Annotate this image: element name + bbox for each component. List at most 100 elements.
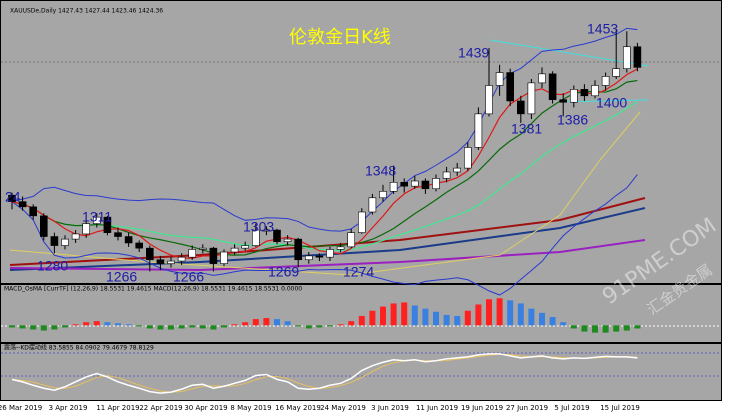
- x-tick-label: 16 May 2019: [275, 404, 321, 412]
- macd-bar: [62, 325, 68, 328]
- macd-bar: [369, 310, 376, 326]
- candle-body: [633, 46, 642, 68]
- macd-bar: [496, 298, 503, 326]
- macd-bar: [221, 325, 227, 328]
- candle-body: [93, 216, 101, 224]
- x-tick-label: 11 Apr 2019: [96, 404, 139, 412]
- candle-body: [29, 206, 38, 217]
- candle-body: [336, 246, 345, 250]
- macd-bar: [168, 325, 174, 330]
- kd-panel: [0, 343, 722, 401]
- candle-body: [241, 245, 249, 249]
- macd-bar: [549, 317, 556, 326]
- annotation: 1381: [511, 121, 542, 137]
- candle-body: [442, 171, 451, 179]
- candle-body: [463, 147, 472, 169]
- candle-body: [580, 89, 589, 97]
- macd-bar: [454, 315, 461, 326]
- x-tick-label: 19 Jun 2019: [461, 404, 503, 412]
- candle-body: [622, 46, 631, 69]
- indicator-line: [11, 27, 638, 232]
- candle-body: [357, 211, 366, 233]
- candle-body: [103, 216, 112, 233]
- annotation: 24: [5, 189, 21, 205]
- annotation: 1400: [596, 95, 627, 111]
- macd-bar: [9, 325, 15, 328]
- candle-body: [273, 229, 281, 242]
- candle-body: [262, 229, 271, 232]
- macd-bar: [316, 325, 323, 328]
- candle-body: [252, 229, 260, 246]
- macd-bar: [337, 324, 344, 326]
- macd-bar: [136, 325, 143, 327]
- ma-long: [9, 197, 646, 266]
- macd-bar: [199, 325, 206, 329]
- indicator-line: [11, 101, 638, 251]
- macd-bar: [634, 325, 641, 329]
- candle-body: [209, 247, 218, 264]
- macd-bar: [83, 322, 90, 326]
- annotation: 1311: [82, 209, 112, 225]
- candle-body: [199, 247, 207, 250]
- candle-body: [326, 249, 334, 258]
- macd-bar: [433, 311, 439, 326]
- candle-body: [506, 72, 515, 102]
- macd-bar: [592, 325, 598, 333]
- symbol-info: XAUUSDe,Daily 1427.43 1427.44 1423.46 14…: [10, 8, 163, 15]
- candle-body: [304, 255, 313, 261]
- macd-bar: [305, 325, 312, 329]
- candle-body: [39, 215, 48, 237]
- macd-bar: [358, 315, 365, 326]
- candle-body: [50, 236, 59, 246]
- candle-body: [400, 181, 409, 187]
- annotation: 1439: [458, 45, 489, 61]
- trend-line: [489, 39, 649, 67]
- x-tick-label: 8 May 2019: [230, 404, 271, 412]
- annotation: 1269: [268, 264, 299, 280]
- candle-body: [8, 194, 16, 202]
- candle-body: [516, 100, 525, 115]
- x-tick-label: 27 Jun 2019: [506, 404, 548, 412]
- macd-bar: [380, 306, 386, 326]
- x-tick-label: 15 Jul 2019: [600, 404, 640, 412]
- candle-body: [538, 73, 546, 84]
- annotation: 1348: [365, 163, 396, 179]
- candle-body: [294, 238, 303, 261]
- macd-bar: [475, 304, 482, 326]
- macd-bar: [157, 325, 164, 330]
- candle-body: [601, 76, 610, 86]
- candle-body: [167, 260, 175, 264]
- macd-bar: [560, 322, 567, 326]
- x-tick-label: 26 Mar 2019: [0, 404, 42, 412]
- macd-bar: [295, 325, 302, 327]
- macd-bar: [19, 325, 26, 329]
- macd-bar: [390, 303, 397, 326]
- candle-body: [71, 233, 80, 240]
- x-tick-label: 11 Jun 2019: [416, 404, 458, 412]
- x-tick-label: 22 Apr 2019: [139, 404, 182, 412]
- macd-bar: [623, 325, 630, 331]
- candle-body: [548, 73, 557, 100]
- macd-bar: [422, 308, 429, 326]
- candle-body: [114, 232, 122, 237]
- candle-body: [474, 113, 483, 148]
- candle-body: [82, 223, 90, 235]
- macd-bar: [274, 319, 280, 326]
- macd-bar: [93, 321, 100, 326]
- candle-body: [315, 255, 324, 258]
- candle-body: [379, 191, 387, 199]
- candle-body: [61, 238, 69, 246]
- macd-bar: [125, 324, 132, 326]
- candle-body: [453, 167, 462, 173]
- macd-bar: [581, 325, 588, 332]
- candle-body: [410, 180, 419, 187]
- macd-bar: [443, 314, 450, 326]
- macd-bar: [263, 318, 270, 326]
- macd-bar: [189, 325, 196, 328]
- indicator-line: [11, 174, 638, 296]
- candle-body: [559, 99, 568, 103]
- candle-body: [156, 259, 165, 264]
- candle-body: [495, 72, 504, 86]
- annotation: 1266: [173, 269, 204, 285]
